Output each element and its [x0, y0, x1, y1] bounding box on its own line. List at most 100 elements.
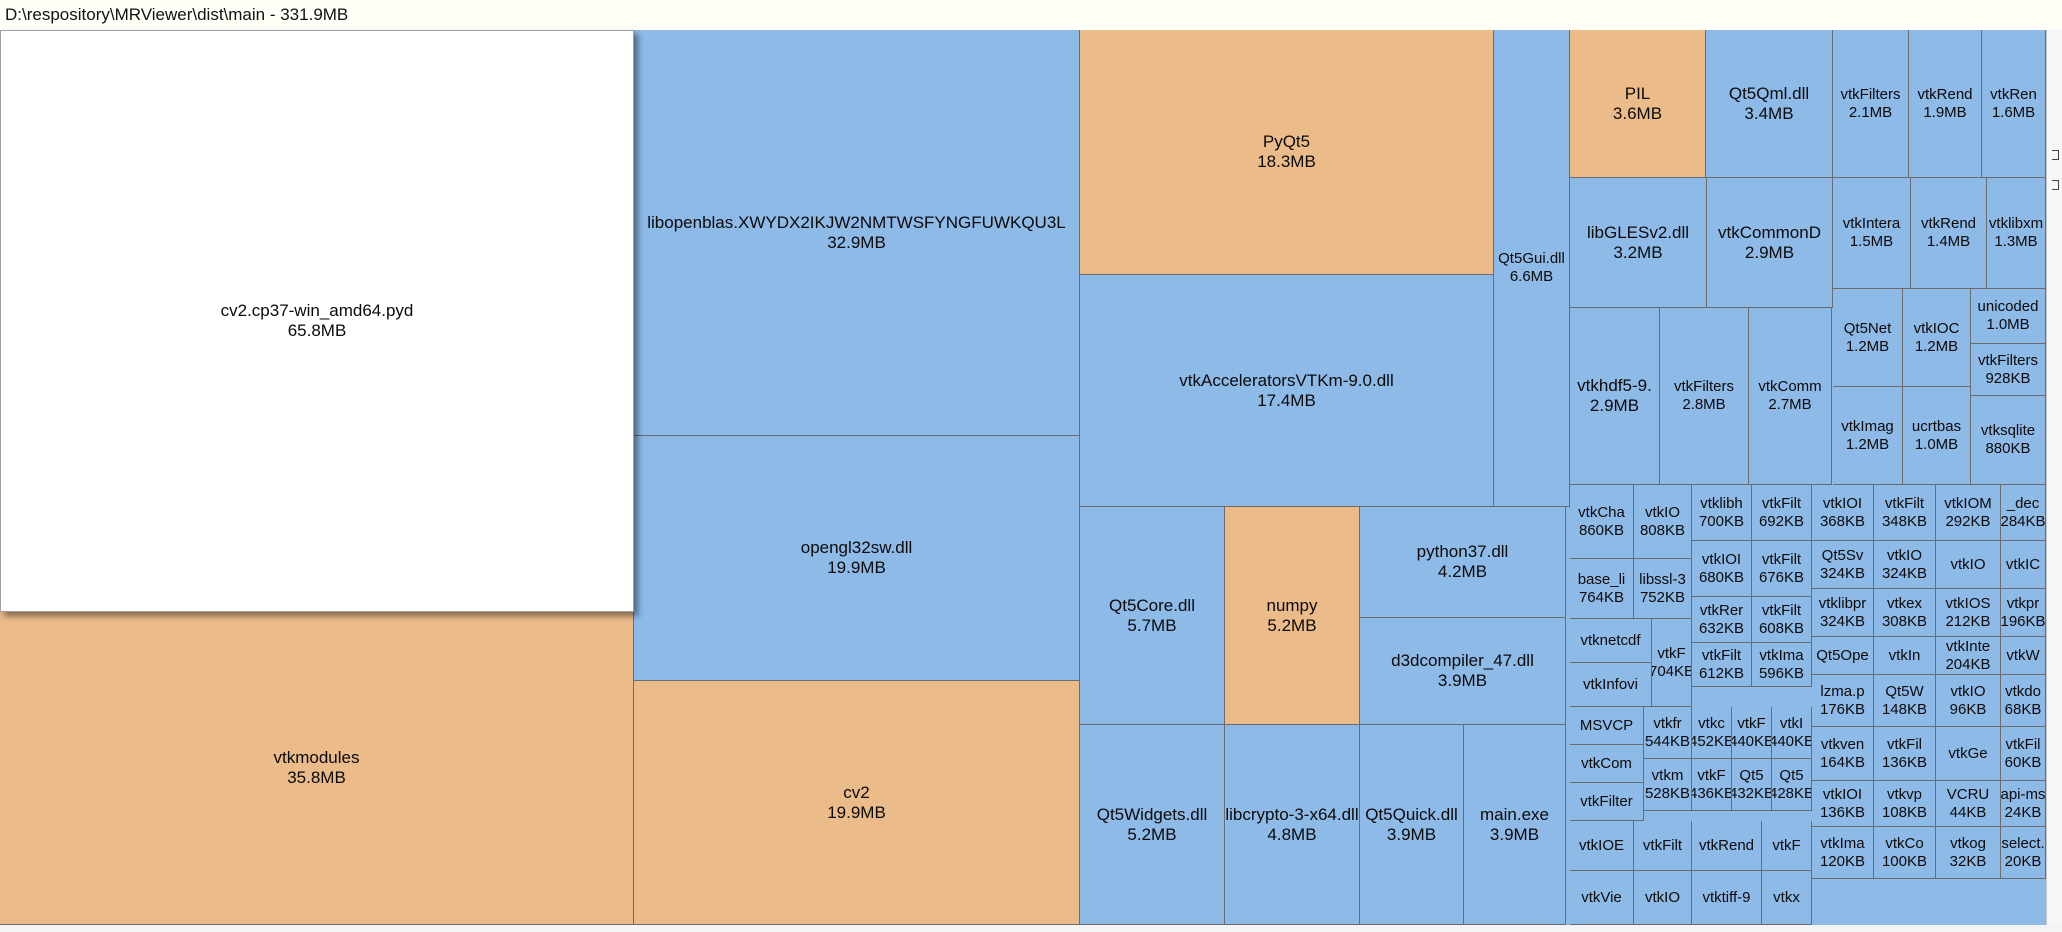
treemap-file-tile[interactable]: ucrtbas 1.0MB [1903, 387, 1971, 485]
treemap-file-tile[interactable]: vtkIn [1874, 637, 1936, 675]
treemap-file-tile[interactable]: vtkCom [1570, 745, 1644, 783]
treemap-file-tile[interactable]: vtkI440KB [1772, 707, 1812, 759]
treemap-file-tile[interactable]: Qt5Sv 324KB [1812, 541, 1874, 589]
treemap-file-tile[interactable]: vtkc452KB [1692, 707, 1732, 759]
treemap-file-tile[interactable]: vtkIma 120KB [1812, 827, 1874, 879]
treemap-file-tile[interactable]: vtklibxm 1.3MB [1987, 178, 2046, 289]
treemap-file-tile[interactable]: vtknetcdf [1570, 619, 1652, 663]
treemap-file-tile[interactable]: vtkIO 808KB [1634, 485, 1692, 559]
treemap-file-tile[interactable]: vtkIma 596KB [1752, 643, 1812, 687]
treemap-file-tile[interactable]: select. 20KB [2001, 827, 2046, 879]
treemap-file-tile[interactable]: vtkIO [1936, 541, 2001, 589]
treemap-file-tile[interactable]: vtkIOI 368KB [1812, 485, 1874, 541]
treemap-file-tile[interactable]: vtkVie [1570, 871, 1634, 925]
treemap-file-tile[interactable]: vtkIOE [1570, 821, 1634, 871]
treemap-file-tile[interactable]: vtkIOM 292KB [1936, 485, 2001, 541]
treemap-file-tile[interactable]: vtkven 164KB [1812, 727, 1874, 781]
treemap-file-tile[interactable]: _dec 284KB [2001, 485, 2046, 541]
treemap-file-tile[interactable]: vtkRend [1692, 821, 1762, 871]
treemap-file-tile[interactable]: vtkFilters 2.8MB [1660, 308, 1749, 485]
treemap-file-tile[interactable]: vtkFilt 608KB [1752, 597, 1812, 643]
treemap-file-tile[interactable]: vtkFilters 928KB [1971, 344, 2046, 396]
treemap-file-tile[interactable]: vtkImag 1.2MB [1833, 387, 1903, 485]
treemap-file-tile[interactable]: vtkRer 632KB [1692, 597, 1752, 643]
treemap-file-tile[interactable]: Qt5Gui.dll 6.6MB [1494, 30, 1570, 507]
treemap-file-tile[interactable]: vtkIOC 1.2MB [1903, 289, 1971, 387]
treemap-file-tile[interactable]: vtkIO 324KB [1874, 541, 1936, 589]
treemap-file-tile[interactable]: opengl32sw.dll 19.9MB [634, 436, 1080, 681]
treemap-file-tile[interactable]: vtkIOI 680KB [1692, 541, 1752, 597]
treemap-file-tile[interactable]: vtkInte 204KB [1936, 637, 2001, 675]
treemap-file-tile[interactable]: Qt5Qml.dll 3.4MB [1706, 30, 1833, 178]
treemap-file-tile[interactable]: vtkFilt 348KB [1874, 485, 1936, 541]
treemap-file-tile[interactable]: vtkFil 136KB [1874, 727, 1936, 781]
treemap-file-tile[interactable]: vtkIOS 212KB [1936, 589, 2001, 637]
treemap-file-tile[interactable]: vtkW [2001, 637, 2046, 675]
treemap-folder-tile[interactable]: PIL 3.6MB [1570, 30, 1706, 178]
treemap-file-tile[interactable]: vtkog 32KB [1936, 827, 2001, 879]
treemap-file-tile[interactable]: vtkFilt 692KB [1752, 485, 1812, 541]
treemap-file-tile[interactable]: vtkx [1762, 871, 1812, 925]
treemap-file-tile[interactable]: Qt5428KB [1772, 759, 1812, 811]
treemap-file-tile[interactable]: vtkvp 108KB [1874, 781, 1936, 827]
treemap-folder-tile[interactable]: vtkmodules 35.8MB [0, 612, 634, 925]
treemap-file-tile[interactable]: vtkFilt 612KB [1692, 643, 1752, 687]
treemap-file-tile[interactable]: main.exe 3.9MB [1464, 725, 1566, 925]
treemap-file-tile[interactable]: vtktiff-9 [1692, 871, 1762, 925]
treemap[interactable]: cv2.cp37-win_amd64.pyd 65.8MB vtkmodules 35… [0, 30, 2046, 925]
treemap-file-tile[interactable]: vtkF440KB [1732, 707, 1772, 759]
treemap-file-tile[interactable]: vtkComm 2.7MB [1749, 308, 1832, 485]
treemap-file-tile[interactable]: vtkIC [2001, 541, 2046, 589]
treemap-file-tile[interactable]: vtkm 528KB [1644, 759, 1692, 811]
treemap-file-tile[interactable]: libGLESv2.dll 3.2MB [1570, 178, 1707, 308]
treemap-file-tile[interactable]: vtkGe [1936, 727, 2001, 781]
treemap-file-tile[interactable]: vtkInfovi [1570, 663, 1652, 707]
treemap-file-tile[interactable]: vtkFil 60KB [2001, 727, 2046, 781]
treemap-file-tile[interactable]: vtkRend 1.9MB [1909, 30, 1982, 178]
treemap-file-tile[interactable]: Qt5W 148KB [1874, 675, 1936, 727]
treemap-folder-tile[interactable]: numpy 5.2MB [1225, 507, 1360, 725]
treemap-file-tile[interactable]: vtkhdf5-9. 2.9MB [1570, 308, 1660, 485]
treemap-file-tile[interactable]: vtkCo 100KB [1874, 827, 1936, 879]
treemap-file-tile[interactable]: vtkIO 96KB [1936, 675, 2001, 727]
treemap-file-tile[interactable]: vtkAcceleratorsVTKm-9.0.dll 17.4MB [1080, 275, 1494, 507]
treemap-file-tile[interactable]: vtklibh 700KB [1692, 485, 1752, 541]
treemap-file-tile[interactable]: vtkRend 1.4MB [1911, 178, 1987, 289]
treemap-file-tile[interactable]: vtkIOI 136KB [1812, 781, 1874, 827]
treemap-file-tile[interactable]: vtkdo 68KB [2001, 675, 2046, 727]
treemap-file-tile[interactable]: vtkFilter [1570, 783, 1644, 821]
treemap-folder-tile[interactable]: cv2 19.9MB [634, 681, 1080, 925]
treemap-file-tile[interactable]: VCRU 44KB [1936, 781, 2001, 827]
treemap-file-tile[interactable]: vtkFilt 676KB [1752, 541, 1812, 597]
treemap-file-tile[interactable]: vtkF704KB [1652, 619, 1692, 707]
treemap-file-tile[interactable]: Qt5432KB [1732, 759, 1772, 811]
treemap-file-tile[interactable]: unicoded 1.0MB [1971, 289, 2046, 344]
treemap-file-tile[interactable]: vtkF436KB [1692, 759, 1732, 811]
treemap-file-tile[interactable]: Qt5Net 1.2MB [1833, 289, 1903, 387]
treemap-file-tile[interactable]: vtkIO [1634, 871, 1692, 925]
treemap-file-tile[interactable]: vtkF [1762, 821, 1812, 871]
treemap-file-tile[interactable]: vtkRen 1.6MB [1982, 30, 2046, 178]
treemap-file-tile[interactable]: python37.dll 4.2MB [1360, 507, 1566, 618]
treemap-file-tile[interactable]: libopenblas.XWYDX2IKJW2NMTWSFYNGFUWKQU3L… [634, 30, 1080, 436]
treemap-file-tile[interactable]: vtkIntera 1.5MB [1833, 178, 1911, 289]
treemap-file-tile[interactable]: libcrypto-3-x64.dll 4.8MB [1225, 725, 1360, 925]
treemap-file-tile[interactable]: Qt5Quick.dll 3.9MB [1360, 725, 1464, 925]
treemap-file-tile[interactable]: cv2.cp37-win_amd64.pyd 65.8MB [0, 30, 634, 612]
treemap-file-tile[interactable]: vtksqlite 880KB [1971, 396, 2046, 485]
treemap-file-tile[interactable]: d3dcompiler_47.dll 3.9MB [1360, 618, 1566, 725]
treemap-file-tile[interactable]: vtkCha 860KB [1570, 485, 1634, 559]
treemap-file-tile[interactable]: base_li 764KB [1570, 559, 1634, 619]
treemap-file-tile[interactable]: libssl-3 752KB [1634, 559, 1692, 619]
treemap-file-tile[interactable]: vtkCommonD 2.9MB [1707, 178, 1833, 308]
treemap-file-tile[interactable]: MSVCP [1570, 707, 1644, 745]
treemap-file-tile[interactable]: lzma.p 176KB [1812, 675, 1874, 727]
treemap-file-tile[interactable]: vtkFilters 2.1MB [1833, 30, 1909, 178]
treemap-file-tile[interactable]: Qt5Core.dll 5.7MB [1080, 507, 1225, 725]
treemap-file-tile[interactable]: vtkex 308KB [1874, 589, 1936, 637]
treemap-file-tile[interactable]: api-ms 24KB [2001, 781, 2046, 827]
treemap-file-tile[interactable]: Qt5Ope [1812, 637, 1874, 675]
treemap-file-tile[interactable]: vtkpr 196KB [2001, 589, 2046, 637]
treemap-file-tile[interactable]: vtkfr 544KB [1644, 707, 1692, 759]
treemap-file-tile[interactable]: vtkFilt [1634, 821, 1692, 871]
